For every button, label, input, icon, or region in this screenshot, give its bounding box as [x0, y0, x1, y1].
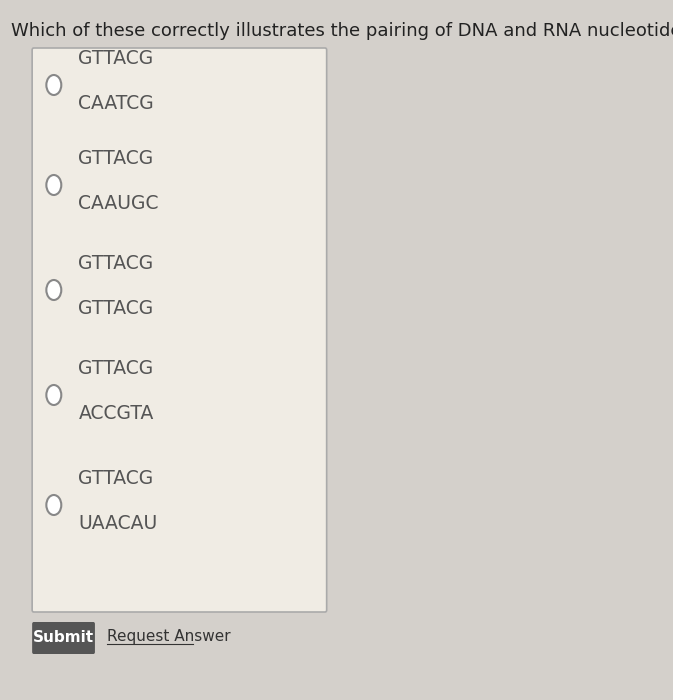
FancyBboxPatch shape — [32, 48, 326, 612]
Text: Request Answer: Request Answer — [107, 629, 231, 645]
Text: GTTACG: GTTACG — [79, 469, 153, 488]
Text: GTTACG: GTTACG — [79, 254, 153, 273]
Text: ACCGTA: ACCGTA — [79, 404, 154, 423]
Text: GTTACG: GTTACG — [79, 359, 153, 378]
FancyBboxPatch shape — [32, 622, 95, 654]
Text: CAAUGC: CAAUGC — [79, 194, 159, 213]
Circle shape — [46, 75, 61, 95]
Circle shape — [46, 175, 61, 195]
Circle shape — [46, 385, 61, 405]
Text: GTTACG: GTTACG — [79, 49, 153, 68]
Text: Submit: Submit — [33, 629, 94, 645]
Text: GTTACG: GTTACG — [79, 299, 153, 318]
Circle shape — [46, 280, 61, 300]
Text: UAACAU: UAACAU — [79, 514, 157, 533]
Text: GTTACG: GTTACG — [79, 149, 153, 168]
Text: Which of these correctly illustrates the pairing of DNA and RNA nucleotides: Which of these correctly illustrates the… — [11, 22, 673, 40]
Circle shape — [46, 495, 61, 515]
Text: CAATCG: CAATCG — [79, 94, 154, 113]
